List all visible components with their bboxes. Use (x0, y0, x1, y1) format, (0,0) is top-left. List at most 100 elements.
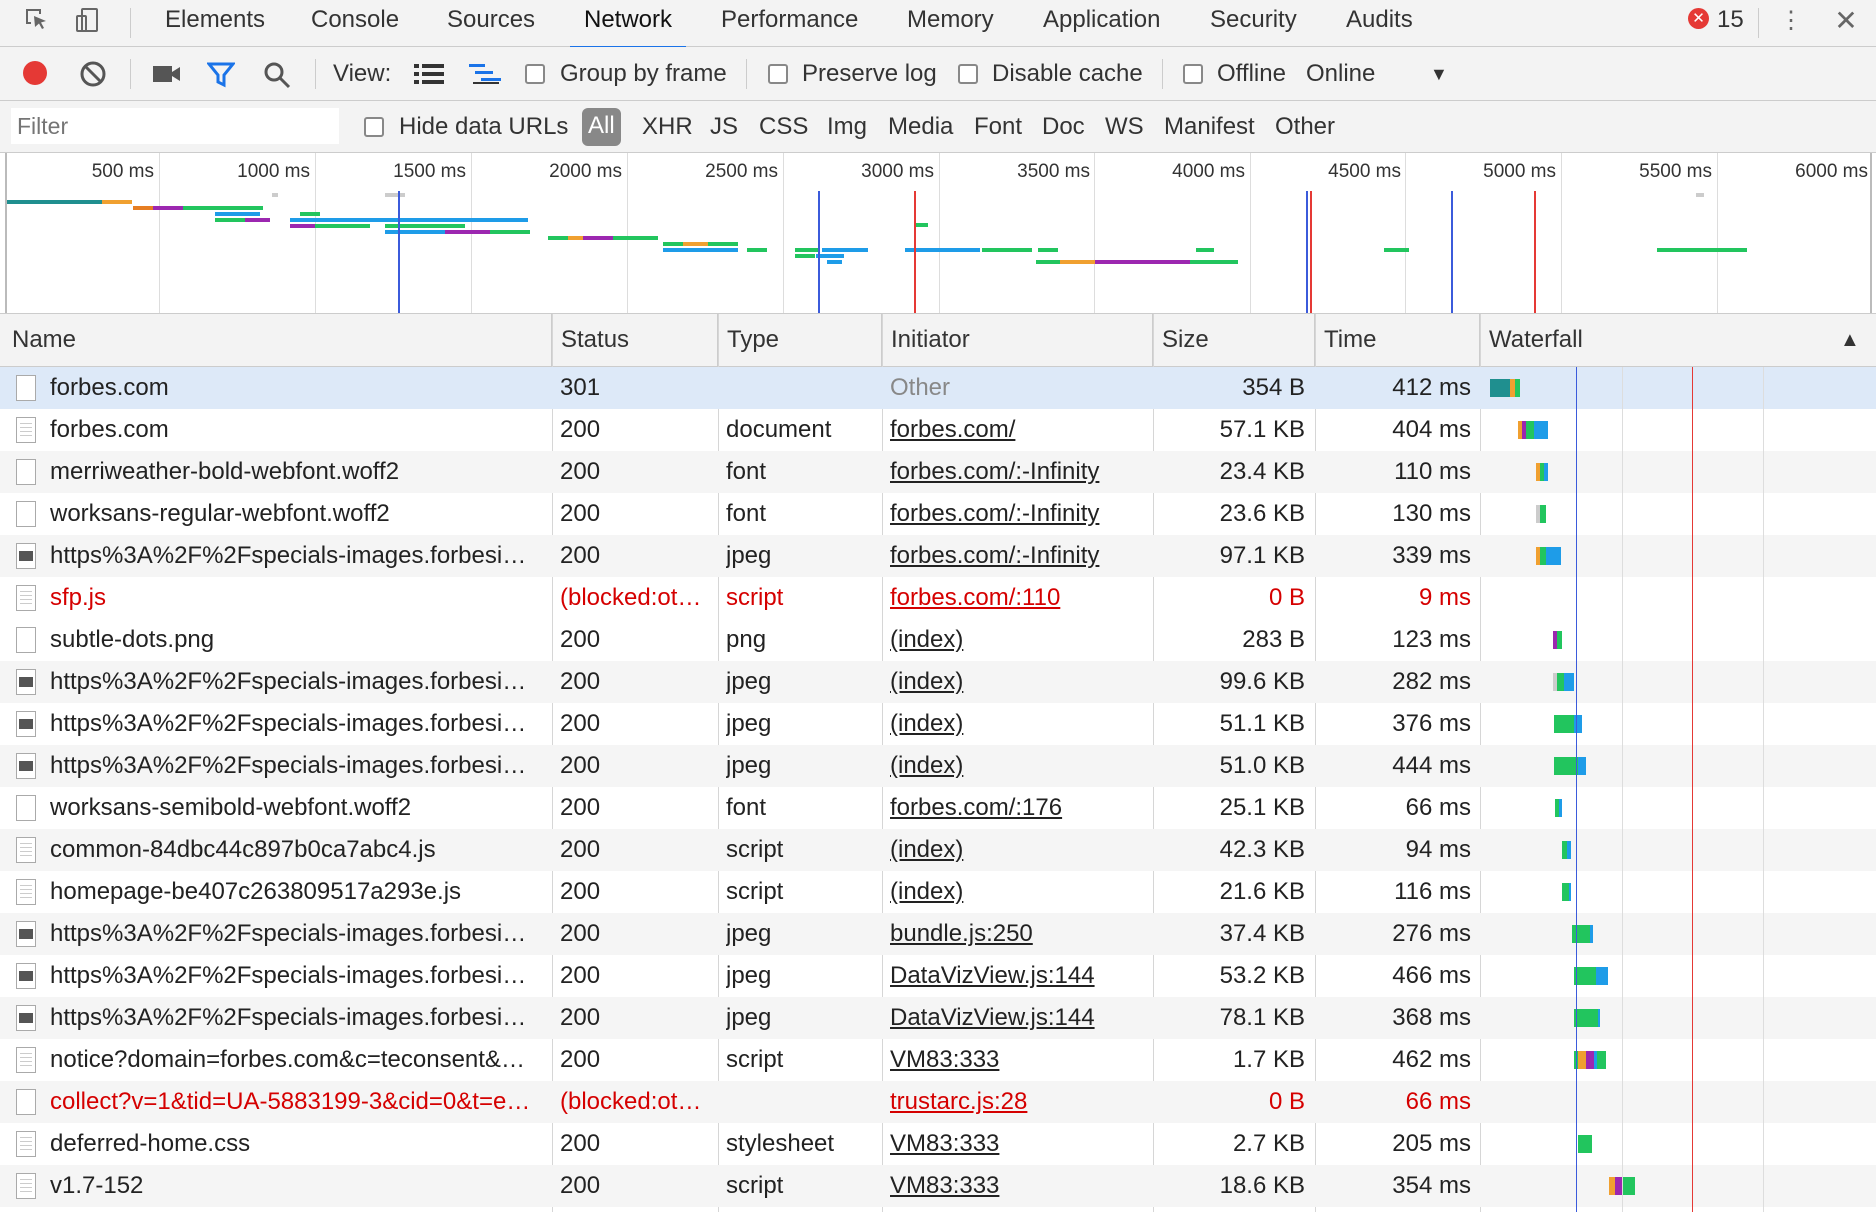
tab-security[interactable]: Security (1210, 6, 1297, 33)
tab-elements[interactable]: Elements (165, 6, 266, 33)
table-row[interactable]: sfp.js (blocked:ot… script forbes.com/:1… (0, 577, 1876, 619)
filter-type-other[interactable]: Other (1275, 113, 1336, 140)
sort-ascending-icon[interactable]: ▲ (1840, 329, 1860, 351)
more-options-icon[interactable]: ⋮ (1779, 7, 1803, 34)
request-initiator-link[interactable]: forbes.com/:-Infinity (890, 542, 1100, 569)
waterfall-bar[interactable] (1598, 1009, 1600, 1027)
table-row[interactable]: merriweather-bold-webfont.woff2 200 font… (0, 451, 1876, 493)
tab-memory[interactable]: Memory (907, 6, 994, 33)
filter-type-all[interactable]: All (582, 108, 621, 146)
tab-application[interactable]: Application (1043, 6, 1161, 33)
table-row[interactable]: forbes.com 200 document forbes.com/ 57.1… (0, 409, 1876, 451)
overview-left-handle[interactable] (5, 153, 7, 313)
request-initiator-link[interactable]: (index) (890, 752, 964, 779)
waterfall-bar[interactable] (1554, 757, 1578, 775)
waterfall-bar[interactable] (1534, 421, 1548, 439)
column-header-name[interactable]: Name (0, 314, 552, 367)
waterfall-bar[interactable] (1515, 379, 1520, 397)
table-row[interactable]: forbes.com 301 Other 354 B 412 ms (0, 367, 1876, 409)
waterfall-bar[interactable] (1597, 1051, 1606, 1069)
waterfall-bar[interactable] (1594, 1051, 1597, 1069)
filter-type-xhr[interactable]: XHR (642, 113, 693, 140)
filter-type-doc[interactable]: Doc (1042, 113, 1085, 140)
filter-type-img[interactable]: Img (827, 113, 868, 140)
waterfall-bar[interactable] (1553, 673, 1557, 691)
waterfall-bar[interactable] (1623, 1177, 1635, 1195)
column-header-time[interactable]: Time (1315, 314, 1480, 367)
waterfall-bar[interactable] (1540, 463, 1544, 481)
waterfall-bar[interactable] (1546, 547, 1561, 565)
disable-cache-checkbox[interactable] (958, 64, 978, 84)
filter-icon[interactable] (205, 61, 237, 94)
table-row[interactable]: https%3A%2F%2Fspecials-images.forbesi… 2… (0, 535, 1876, 577)
screenshot-camera-icon[interactable] (152, 62, 182, 91)
request-initiator-link[interactable]: (index) (890, 668, 964, 695)
record-button[interactable] (23, 61, 47, 85)
waterfall-bar[interactable] (1510, 379, 1515, 397)
table-row[interactable]: notice?domain=forbes.com&c=teconsent&… 2… (0, 1039, 1876, 1081)
table-row[interactable]: v1.7-152 200 script VM83:333 18.6 KB 354… (0, 1165, 1876, 1207)
waterfall-bar[interactable] (1578, 1135, 1592, 1153)
column-header-initiator[interactable]: Initiator (882, 314, 1153, 367)
filter-type-manifest[interactable]: Manifest (1164, 113, 1255, 140)
table-row[interactable]: https%3A%2F%2Fspecials-images.forbesi… 2… (0, 997, 1876, 1039)
waterfall-bar[interactable] (1574, 1009, 1598, 1027)
waterfall-bar[interactable] (1572, 925, 1590, 943)
tab-performance[interactable]: Performance (721, 6, 859, 33)
request-initiator-link[interactable]: (index) (890, 836, 964, 863)
table-row[interactable]: https%3A%2F%2Fspecials-images.forbesi… 2… (0, 913, 1876, 955)
waterfall-bar[interactable] (1564, 673, 1574, 691)
table-row[interactable]: deferred-home.css 200 stylesheet VM83:33… (0, 1123, 1876, 1165)
column-header-type[interactable]: Type (718, 314, 882, 367)
waterfall-bar[interactable] (1540, 505, 1546, 523)
waterfall-bar[interactable] (1553, 631, 1557, 649)
request-initiator-link[interactable]: forbes.com/ (890, 416, 1016, 443)
table-row[interactable]: https%3A%2F%2Fspecials-images.forbesi… 2… (0, 703, 1876, 745)
request-initiator-link[interactable]: (index) (890, 626, 964, 653)
waterfall-bar[interactable] (1578, 757, 1586, 775)
waterfall-bar[interactable] (1562, 841, 1567, 859)
request-initiator-link[interactable]: (index) (890, 710, 964, 737)
request-initiator-link[interactable]: VM83:333 (890, 1130, 1000, 1157)
request-initiator-link[interactable]: forbes.com/:-Infinity (890, 500, 1100, 527)
waterfall-bar[interactable] (1559, 799, 1562, 817)
group-by-frame-checkbox[interactable] (525, 64, 545, 84)
table-row[interactable]: worksans-regular-webfont.woff2 200 font … (0, 493, 1876, 535)
device-toolbar-icon[interactable] (72, 6, 102, 36)
waterfall-bar[interactable] (1536, 505, 1540, 523)
request-initiator-link[interactable]: DataVizView.js:144 (890, 962, 1095, 989)
table-row[interactable]: https%3A%2F%2Fspecials-images.forbesi… 2… (0, 745, 1876, 787)
request-initiator-link[interactable]: VM83:333 (890, 1046, 1000, 1073)
filter-type-font[interactable]: Font (974, 113, 1023, 140)
column-header-status[interactable]: Status (552, 314, 718, 367)
waterfall-bar[interactable] (1554, 715, 1574, 733)
filter-type-css[interactable]: CSS (759, 113, 809, 140)
request-initiator-link[interactable]: forbes.com/:110 (890, 584, 1061, 611)
waterfall-bar[interactable] (1567, 841, 1571, 859)
chevron-down-icon[interactable]: ▼ (1430, 64, 1448, 84)
waterfall-bar[interactable] (1526, 421, 1534, 439)
waterfall-bar[interactable] (1555, 799, 1559, 817)
overview-right-handle[interactable] (1870, 153, 1872, 313)
column-header-waterfall[interactable]: Waterfall (1489, 326, 1583, 353)
table-row[interactable]: homepage-be407c263809517a293e.js 200 scr… (0, 871, 1876, 913)
large-request-rows-icon[interactable] (414, 63, 444, 90)
offline-checkbox[interactable] (1183, 64, 1203, 84)
waterfall-overview-icon[interactable] (469, 63, 501, 90)
inspect-element-icon[interactable] (22, 6, 52, 36)
error-count[interactable]: 15 (1717, 6, 1744, 33)
error-icon[interactable]: ✕ (1688, 8, 1709, 29)
waterfall-bar[interactable] (1578, 1051, 1586, 1069)
column-header-size[interactable]: Size (1153, 314, 1315, 367)
waterfall-bar[interactable] (1615, 1177, 1623, 1195)
waterfall-bar[interactable] (1536, 547, 1540, 565)
hide-data-urls-checkbox[interactable] (364, 117, 384, 137)
request-initiator-link[interactable]: trustarc.js:28 (890, 1088, 1028, 1115)
waterfall-bar[interactable] (1522, 421, 1526, 439)
waterfall-bar[interactable] (1544, 463, 1548, 481)
waterfall-bar[interactable] (1490, 379, 1510, 397)
waterfall-bar[interactable] (1557, 631, 1562, 649)
close-icon[interactable]: ✕ (1834, 5, 1858, 36)
waterfall-bar[interactable] (1536, 463, 1540, 481)
tab-sources[interactable]: Sources (447, 6, 536, 33)
